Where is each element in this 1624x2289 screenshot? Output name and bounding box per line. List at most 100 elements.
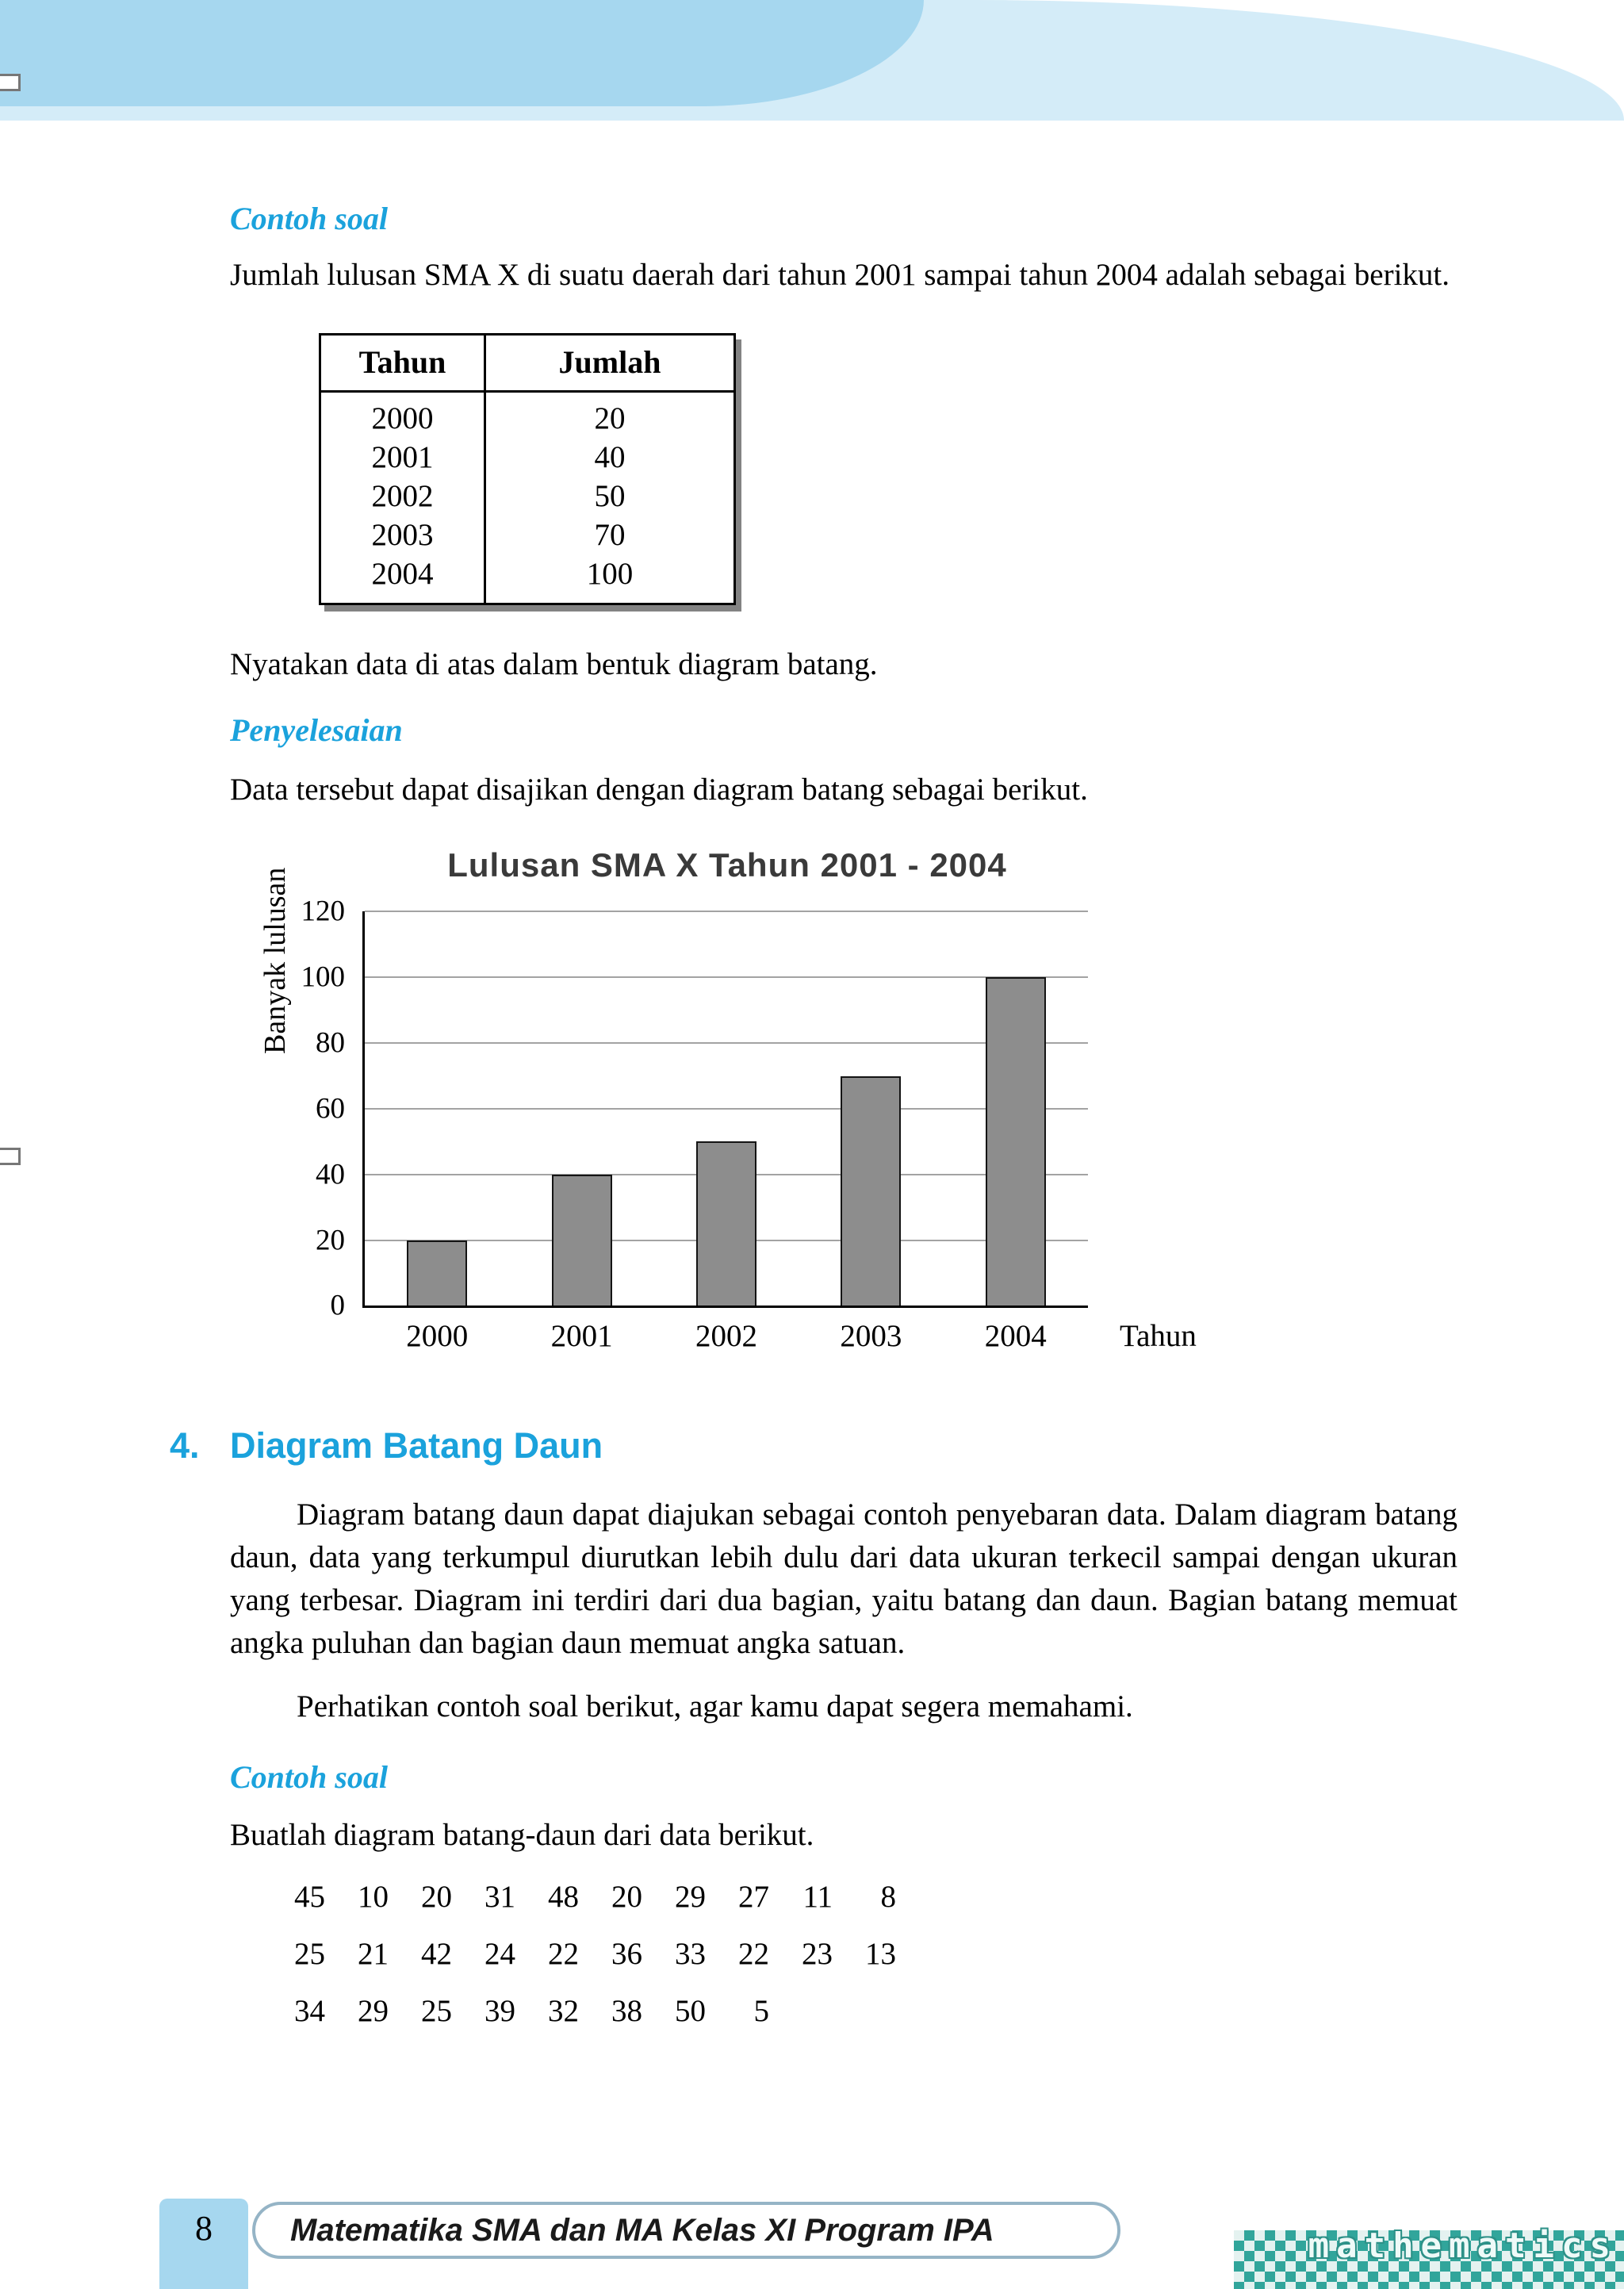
number-row: 25 21 42 24 22 36 33 22 23 13 — [262, 1926, 1457, 1983]
number-cell: 39 — [485, 1994, 515, 2029]
chart-bar — [407, 1240, 468, 1306]
number-cell: 45 — [294, 1880, 325, 1915]
page-number: 8 — [195, 2209, 213, 2248]
footer-title-pill: Matematika SMA dan MA Kelas XI Program I… — [252, 2202, 1120, 2259]
x-tick-label: 2002 — [695, 1319, 757, 1354]
number-row: 34 29 25 39 32 38 50 5 — [262, 1983, 1457, 2040]
chart-bar — [551, 1174, 612, 1306]
number-cell: 27 — [738, 1880, 769, 1915]
chart-title: Lulusan SMA X Tahun 2001 - 2004 — [447, 846, 1007, 884]
chart-bar — [841, 1075, 902, 1306]
chart-gridline — [365, 1042, 1088, 1045]
section-paragraph-1: Diagram batang daun dapat diajukan sebag… — [230, 1497, 1457, 1660]
table-cell: 20 — [594, 401, 626, 435]
number-cell: 21 — [358, 1937, 389, 1972]
table-cell: 100 — [586, 556, 634, 591]
contoh-soal-heading-1: Contoh soal — [230, 201, 388, 236]
table-cell: 2002 — [321, 476, 486, 516]
chart-gridline — [365, 911, 1088, 913]
number-cell: 25 — [294, 1937, 325, 1972]
table-cell: 2000 — [321, 392, 486, 438]
solution-intro: Data tersebut dapat disajikan dengan dia… — [230, 772, 1088, 807]
table-header-cell: Tahun — [321, 335, 486, 393]
stemleaf-instruction: Buatlah diagram batang-daun dari data be… — [230, 1817, 814, 1852]
data-table: Tahun Jumlah 2000 20 2001 40 2002 50 2003 70 2004… — [319, 332, 736, 605]
table-row: 2000 20 — [321, 392, 733, 438]
instruction-text: Nyatakan data di atas dalam bentuk diagr… — [230, 646, 878, 681]
footer-title: Matematika SMA dan MA Kelas XI Program I… — [290, 2212, 994, 2248]
header-band — [0, 0, 924, 106]
number-cell: 10 — [358, 1880, 389, 1915]
page-edge-mark-top — [0, 74, 21, 91]
number-cell: 34 — [294, 1994, 325, 2029]
x-axis-title: Tahun — [1120, 1319, 1197, 1354]
number-cell: 5 — [753, 1994, 770, 2029]
number-cell: 22 — [548, 1937, 579, 1972]
number-cell: 42 — [421, 1937, 452, 1972]
table-body: 2000 20 2001 40 2002 50 2003 70 2004 100 — [321, 392, 733, 603]
table-cell: 2003 — [321, 515, 486, 554]
footer-brand: mathematics — [1308, 2226, 1618, 2266]
y-tick-label: 20 — [316, 1224, 345, 1257]
page-edge-mark-middle — [0, 1148, 21, 1165]
data-number-rows: 45 10 20 31 48 20 29 27 11 8 25 21 42 24 22 36 33 22 23 13 3… — [262, 1869, 1457, 2040]
intro-paragraph: Jumlah lulusan SMA X di suatu daerah dar… — [230, 258, 1450, 292]
number-cell: 31 — [485, 1880, 515, 1915]
table-cell: 2004 — [321, 554, 486, 603]
y-tick-label: 0 — [330, 1289, 346, 1322]
table-header-cell: Jumlah — [486, 335, 733, 393]
number-cell: 8 — [880, 1880, 897, 1915]
chart-plot: Tahun 0 20 40 60 80 100 120 2000 2001 2002 2003 200… — [301, 895, 1197, 1354]
y-tick-label: 120 — [301, 895, 346, 928]
section-number: 4. — [170, 1425, 200, 1467]
y-tick-label: 40 — [316, 1158, 345, 1191]
table-header-row: Tahun Jumlah — [321, 335, 733, 393]
number-cell: 20 — [611, 1880, 642, 1915]
contoh-soal-heading-2: Contoh soal — [230, 1758, 388, 1795]
table-cell: 2001 — [321, 437, 486, 477]
chart-bar — [985, 977, 1046, 1306]
number-cell: 11 — [802, 1880, 833, 1915]
table-cell: 40 — [594, 439, 626, 474]
table-row: 2001 40 — [321, 437, 733, 477]
table-row: 2002 50 — [321, 476, 733, 516]
y-tick-label: 80 — [316, 1026, 345, 1060]
chart-gridline — [365, 1107, 1088, 1110]
section-title: Diagram Batang Daun — [230, 1425, 603, 1467]
bar-chart: Lulusan SMA X Tahun 2001 - 2004 Banyak l… — [259, 846, 1354, 1370]
content-column: Contoh soal Jumlah lulusan SMA X di suat… — [170, 198, 1457, 2040]
number-cell: 32 — [548, 1994, 579, 2029]
number-row: 45 10 20 31 48 20 29 27 11 8 — [262, 1869, 1457, 1926]
number-cell: 29 — [358, 1994, 389, 2029]
x-tick-label: 2000 — [406, 1319, 469, 1354]
x-tick-label: 2004 — [984, 1319, 1047, 1354]
section-heading: 4. Diagram Batang Daun — [170, 1425, 1457, 1467]
number-cell: 50 — [675, 1994, 706, 2029]
penyelesaian-heading: Penyelesaian — [230, 711, 403, 748]
table-cell: 50 — [594, 478, 626, 513]
table-cell: 70 — [594, 517, 626, 552]
number-cell: 20 — [421, 1880, 452, 1915]
chart-gridline — [365, 976, 1088, 979]
number-cell: 33 — [675, 1937, 706, 1972]
number-cell: 36 — [611, 1937, 642, 1972]
x-tick-label: 2003 — [840, 1319, 902, 1354]
page-number-box: 8 — [159, 2199, 248, 2289]
number-cell: 22 — [738, 1937, 769, 1972]
number-cell: 48 — [548, 1880, 579, 1915]
x-tick-label: 2001 — [550, 1319, 613, 1354]
table-row: 2004 100 — [321, 554, 733, 603]
chart-bar — [696, 1141, 756, 1306]
number-cell: 25 — [421, 1994, 452, 2029]
section-paragraph-2: Perhatikan contoh soal berikut, agar kam… — [297, 1689, 1133, 1723]
number-cell: 13 — [865, 1937, 896, 1972]
footer-pixel-pattern — [1234, 2230, 1624, 2289]
number-cell: 24 — [485, 1937, 515, 1972]
y-tick-label: 100 — [301, 960, 346, 994]
number-cell: 38 — [611, 1994, 642, 2029]
number-cell: 23 — [802, 1937, 833, 1972]
y-tick-label: 60 — [316, 1092, 345, 1125]
number-cell: 29 — [675, 1880, 706, 1915]
table-row: 2003 70 — [321, 515, 733, 554]
